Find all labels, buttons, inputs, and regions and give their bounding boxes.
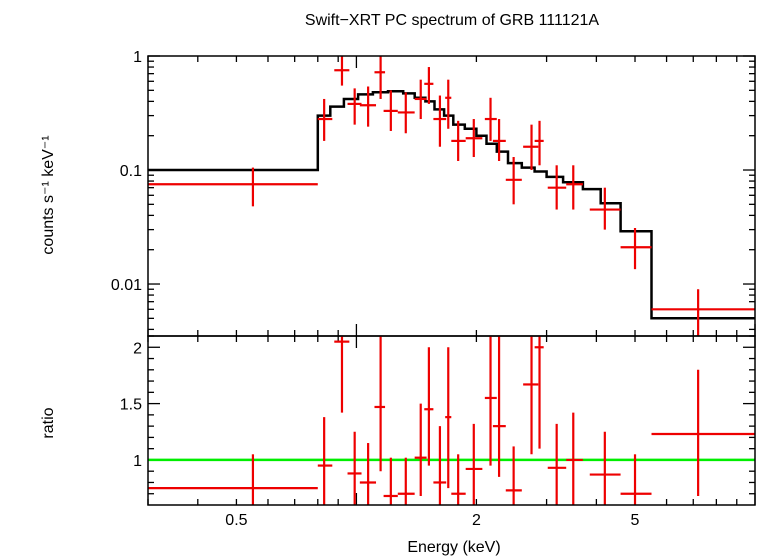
ratio-data-point xyxy=(651,369,755,496)
spectrum-data-point xyxy=(433,95,447,147)
spectrum-frame xyxy=(147,55,756,337)
spectrum-data-point xyxy=(547,165,567,210)
spectrum-data-point xyxy=(317,98,333,141)
ratio-data-point xyxy=(383,457,398,505)
spectrum-data-point xyxy=(505,157,522,205)
spectrum-data-point xyxy=(445,79,452,129)
ratio-data-point xyxy=(334,336,350,413)
spectrum-data-point xyxy=(566,165,583,210)
spectrum-data-point xyxy=(334,56,350,86)
spectrum-y-tick-label: 0.01 xyxy=(111,277,142,294)
ratio-data-point xyxy=(451,454,466,505)
spectrum-data-point xyxy=(620,227,652,270)
spectrum-y-axis-label: counts s⁻¹ keV⁻¹ xyxy=(40,135,57,254)
ratio-y-tick-label: 1.5 xyxy=(120,397,142,414)
ratio-y-tick-label: 1 xyxy=(133,453,142,470)
spectrum-data-point xyxy=(347,88,362,125)
spectrum-data-point xyxy=(424,67,434,104)
ratio-data-point xyxy=(445,347,452,489)
x-axis-label: Energy (keV) xyxy=(407,539,500,556)
spectrum-y-tick-label: 1 xyxy=(133,49,142,66)
ratio-x-tick-label: 5 xyxy=(631,512,640,529)
ratio-data-point xyxy=(566,412,583,505)
spectrum-data-point xyxy=(492,119,506,161)
spectrum-data-point xyxy=(523,124,539,171)
spectrum-data-point xyxy=(148,167,318,207)
ratio-x-tick-label: 0.5 xyxy=(225,512,247,529)
spectrum-data-point xyxy=(374,56,386,99)
ratio-data-point xyxy=(359,443,377,505)
ratio-data-point xyxy=(397,457,415,505)
spectrum-data-point xyxy=(397,92,415,134)
ratio-y-tick-label: 2 xyxy=(133,340,142,357)
spectrum-data-point xyxy=(651,289,755,336)
ratio-data-point xyxy=(414,403,427,496)
ratio-data-point xyxy=(465,423,483,505)
spectrum-data-point xyxy=(465,119,483,158)
spectrum-y-tick-label: 0.1 xyxy=(120,163,142,180)
ratio-data-point xyxy=(620,454,652,505)
ratio-data-point xyxy=(505,446,522,505)
ratio-panel: 1 1.5 2 0.5 2 5 xyxy=(120,335,756,529)
spectrum-data-point xyxy=(383,90,398,131)
ratio-data-point xyxy=(148,454,318,505)
spectrum-panel: 1 0.1 0.01 xyxy=(111,49,756,337)
spectrum-data-point xyxy=(484,97,497,141)
ratio-data-point xyxy=(523,336,539,455)
ratio-data-point xyxy=(534,336,544,449)
ratio-data-point xyxy=(317,417,333,505)
ratio-x-tick-label: 2 xyxy=(472,512,481,529)
ratio-data-point xyxy=(589,431,621,505)
ratio-data-point xyxy=(433,426,447,505)
ratio-data-point xyxy=(347,431,362,505)
model-line xyxy=(148,90,755,320)
ratio-data-point xyxy=(547,423,567,505)
chart-title: Swift−XRT PC spectrum of GRB 111121A xyxy=(305,12,600,29)
ratio-data-point xyxy=(374,336,386,472)
ratio-y-axis-label: ratio xyxy=(40,407,57,438)
spectrum-data-point xyxy=(589,187,621,230)
ratio-data-point xyxy=(484,336,497,466)
ratio-frame xyxy=(147,335,756,506)
spectrum-data-point xyxy=(534,120,544,166)
spectrum-data-point xyxy=(359,86,377,127)
ratio-data-point xyxy=(424,347,434,466)
spectrum-data-point xyxy=(414,79,427,120)
ratio-data-point xyxy=(492,336,506,477)
spectrum-data-point xyxy=(451,120,466,161)
